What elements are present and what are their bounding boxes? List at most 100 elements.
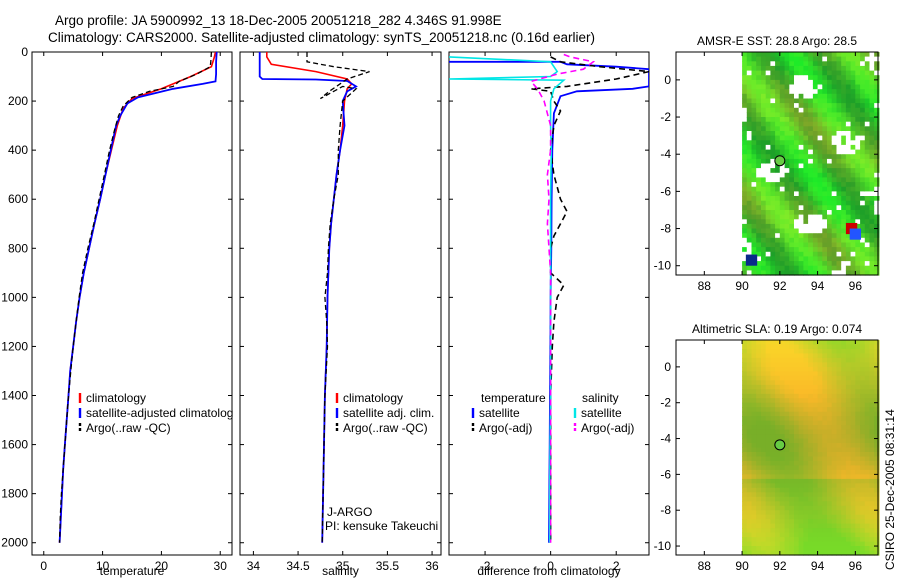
sla-cell <box>841 510 847 516</box>
sla-cell <box>822 425 828 431</box>
sst-cell <box>864 84 871 90</box>
sst-cell <box>761 196 767 202</box>
sla-cell <box>808 407 814 413</box>
sst-cell <box>770 233 776 239</box>
sst-cell <box>808 52 814 58</box>
sst-cell <box>761 61 767 67</box>
sst-cell <box>779 163 786 169</box>
sla-cell <box>794 519 800 525</box>
sla-cell <box>742 443 748 449</box>
sla-cell <box>808 349 814 355</box>
sla-cell <box>808 353 814 359</box>
sla-cell <box>860 411 866 417</box>
sst-cell <box>742 149 748 155</box>
sla-cell <box>779 434 786 440</box>
sla-cell <box>789 357 795 363</box>
sla-cell <box>836 550 842 556</box>
sst-cell <box>817 214 823 220</box>
sst-cell <box>845 214 852 220</box>
sst-cell <box>812 75 819 81</box>
sst-cell <box>756 61 762 67</box>
sla-cell <box>850 380 856 386</box>
sla-cell <box>779 357 786 363</box>
sla-cell <box>798 528 804 534</box>
sst-cell <box>864 251 871 257</box>
sst-cell <box>751 251 757 257</box>
sla-cell <box>864 460 871 466</box>
sla-cell <box>808 501 814 507</box>
sst-cell <box>761 93 767 99</box>
sst-cell <box>822 103 828 109</box>
sst-cell <box>794 256 800 262</box>
sla-cell <box>798 366 804 372</box>
sla-cell <box>756 353 762 359</box>
sst-cell <box>761 103 767 109</box>
sla-cell <box>869 452 875 458</box>
sst-cell <box>808 177 814 183</box>
temperature-line-climatology <box>58 52 217 543</box>
sst-cell <box>751 131 757 137</box>
sst-cell <box>746 79 753 86</box>
sst-cell <box>864 265 871 271</box>
sla-cell <box>845 420 852 426</box>
sla-cell <box>822 349 828 355</box>
sla-cell <box>756 344 762 350</box>
sla-cell <box>822 456 828 462</box>
sst-cell <box>850 237 856 243</box>
sst-cell <box>770 112 776 118</box>
sst-cell <box>746 131 753 137</box>
sst-cell <box>836 112 842 118</box>
sst-cell <box>855 56 861 62</box>
sst-cell <box>751 247 757 253</box>
sst-cell <box>817 210 823 216</box>
sla-cell <box>817 416 823 422</box>
sst-cell <box>751 163 757 169</box>
sst-cell <box>803 158 809 165</box>
sla-cell <box>794 501 800 507</box>
sla-cell <box>761 474 767 480</box>
sst-cell <box>850 210 856 216</box>
sst-cell <box>794 168 800 174</box>
sst-cell <box>756 261 762 267</box>
sst-cell <box>822 52 828 58</box>
sst-cell <box>850 135 856 141</box>
sst-cell <box>761 256 767 262</box>
sst-cell <box>742 65 748 72</box>
sst-cell <box>812 205 819 211</box>
sst-cell <box>869 103 875 109</box>
sst-cell <box>803 103 809 109</box>
sst-cell <box>827 168 833 174</box>
sla-cell <box>822 416 828 422</box>
sla-cell <box>770 510 776 516</box>
sst-cell <box>850 270 856 276</box>
sla-cell <box>817 528 823 534</box>
sst-cell <box>827 131 833 137</box>
sst-cell <box>817 177 823 183</box>
sst-cell <box>765 163 771 169</box>
sst-cell <box>746 219 753 225</box>
sla-cell <box>808 537 814 543</box>
sla-cell <box>817 496 823 502</box>
sst-cell <box>855 214 861 220</box>
sst-cell <box>751 205 757 211</box>
sla-cell <box>794 443 800 449</box>
sla-cell <box>770 420 776 426</box>
sst-cell <box>864 191 871 197</box>
sst-cell <box>874 172 880 178</box>
sst-cell <box>784 228 790 234</box>
sla-cell <box>874 411 880 417</box>
sst-cell <box>831 186 837 192</box>
sst-cell <box>860 191 866 197</box>
sla-cell <box>765 411 771 417</box>
sla-cell <box>770 487 776 493</box>
sla-cell <box>836 474 842 480</box>
sst-cell <box>831 154 837 160</box>
sst-cell <box>784 182 790 188</box>
sst-cell <box>808 84 814 90</box>
sla-cell <box>855 371 861 377</box>
sst-cell <box>789 242 795 248</box>
sst-cell <box>850 70 856 76</box>
sst-cell <box>831 177 837 183</box>
sla-cell <box>742 474 748 480</box>
sla-cell <box>822 550 828 556</box>
